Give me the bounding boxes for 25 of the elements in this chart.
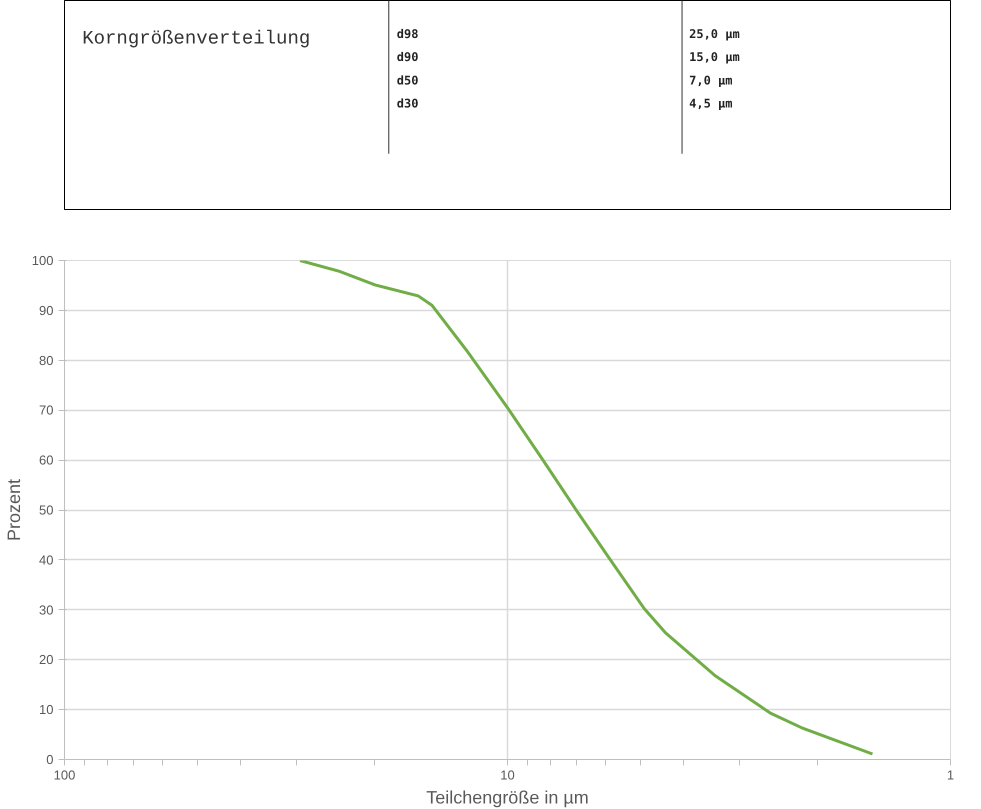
y-tick-label: 10 bbox=[39, 702, 54, 718]
y-axis-title: Prozent bbox=[4, 478, 24, 542]
x-tick-label: 100 bbox=[54, 768, 76, 782]
text: d30 bbox=[396, 96, 418, 110]
text: d90 bbox=[396, 50, 418, 64]
text: 7,0 µm bbox=[689, 73, 732, 88]
text: d50 bbox=[396, 73, 418, 88]
chart-title: Korngrößenverteilung bbox=[82, 27, 310, 50]
y-tick-label: 20 bbox=[39, 652, 54, 668]
y-tick-label: 0 bbox=[46, 752, 54, 767]
y-tick-label: 50 bbox=[39, 502, 54, 518]
text: d98 bbox=[396, 27, 418, 42]
y-tick-label: 30 bbox=[39, 602, 54, 618]
x-tick-label: 1 bbox=[946, 768, 954, 782]
text: 4,5 µm bbox=[689, 96, 732, 110]
y-tick-label: 80 bbox=[39, 352, 54, 368]
y-tick-label: 70 bbox=[39, 402, 54, 418]
y-tick-label: 60 bbox=[39, 452, 54, 468]
y-tick-label: 100 bbox=[32, 253, 54, 268]
x-tick-label: 10 bbox=[500, 768, 515, 782]
y-tick-label: 40 bbox=[39, 552, 54, 568]
x-axis-title: Teilchengröße in µm bbox=[426, 788, 589, 808]
y-tick-label: 90 bbox=[39, 302, 54, 318]
text: 15,0 µm bbox=[689, 50, 740, 64]
text: 25,0 µm bbox=[689, 27, 740, 42]
